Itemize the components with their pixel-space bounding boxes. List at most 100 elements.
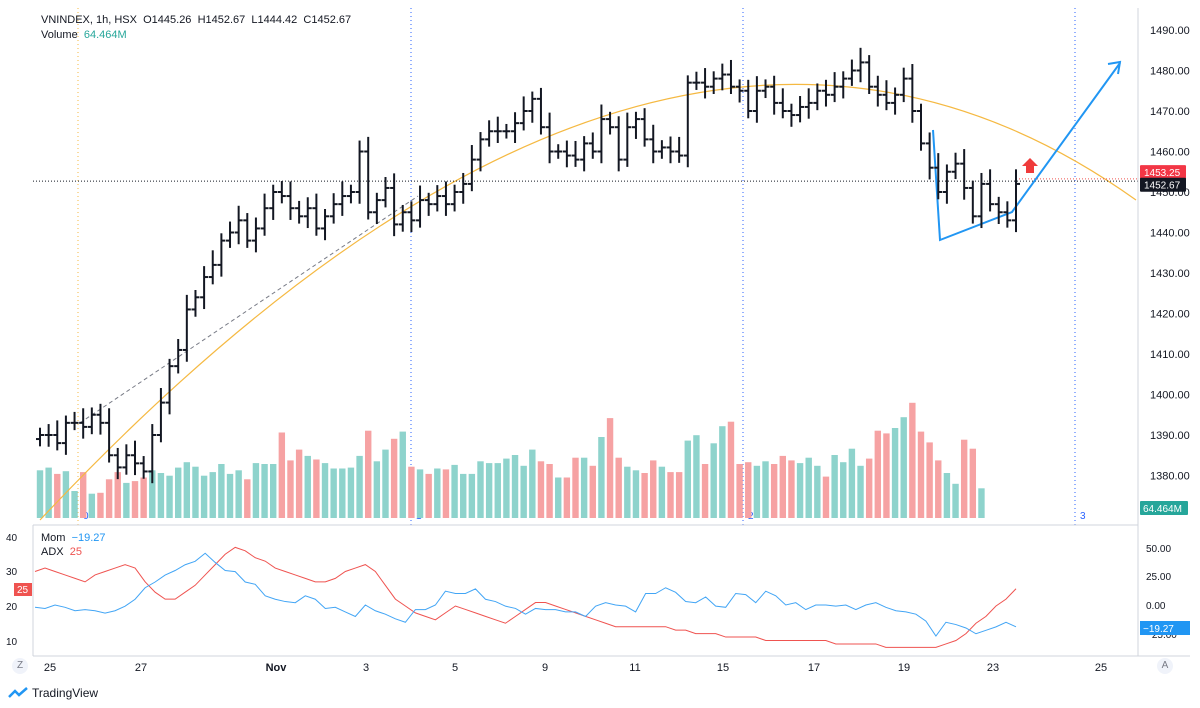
ohlc-bar [346, 184, 355, 204]
volume-bar [684, 440, 691, 518]
auto-scale-button[interactable]: A [1157, 658, 1173, 674]
ohlc-bar [234, 205, 243, 245]
ohlc-bar [131, 440, 140, 476]
ohlc-bar [61, 415, 70, 455]
volume-bar [295, 449, 303, 518]
volume-bar [166, 475, 173, 518]
ohlc-bar [286, 181, 295, 220]
volume-bar [226, 473, 234, 518]
volume-bar [287, 460, 294, 518]
volume-bar [235, 470, 242, 518]
ohlc-bar [873, 75, 882, 107]
volume-bar [520, 465, 527, 518]
ohlc-bar [571, 140, 580, 167]
time-tick-label: 17 [808, 662, 820, 674]
ohlc-bar [545, 112, 554, 164]
volume-bar [442, 469, 450, 518]
ohlc-bar [338, 181, 347, 216]
volume-bar [261, 464, 268, 518]
volume-bar [693, 435, 700, 518]
volume-bar [209, 472, 216, 518]
volume-bar [978, 488, 985, 518]
volume-bar [425, 473, 432, 518]
volume-bar [572, 457, 579, 518]
ohlc-bar [96, 403, 105, 435]
ohlc-bar [165, 358, 174, 415]
volume-bar [917, 431, 925, 518]
legend-header: VNINDEX, 1h, HSX O1445.26 H1452.67 L1444… [41, 14, 351, 26]
ohlc-bar [260, 193, 269, 236]
ohlc-bar [493, 116, 502, 143]
price-tick-label: 1410.00 [1150, 349, 1190, 361]
adx-badge: 25 [17, 585, 29, 596]
volume-bar [857, 465, 864, 518]
volume-bar [969, 448, 977, 518]
volume-bar [114, 472, 121, 518]
volume-bar [667, 472, 674, 518]
ohlc-bar [847, 59, 856, 86]
ohlc-bar [657, 140, 666, 159]
volume-bar [347, 467, 355, 518]
volume-bar [658, 466, 666, 518]
volume-bar [477, 461, 484, 518]
right-axis-tick: 0.00 [1146, 601, 1166, 612]
volume-bar [54, 473, 61, 518]
right-axis-tick: 50.00 [1146, 544, 1171, 555]
ohlc-bar [942, 164, 951, 204]
tradingview-logo-icon [8, 687, 28, 698]
symbol-label: VNINDEX, 1h, HSX [41, 14, 137, 26]
volume-bar [555, 477, 562, 518]
volume-bar [157, 473, 165, 518]
mom-badge: −19.27 [1143, 624, 1174, 635]
ohlc-bar [623, 112, 632, 167]
volume-bar [632, 470, 640, 518]
ohlc-bar [960, 149, 969, 200]
price-tick-label: 1430.00 [1150, 268, 1190, 280]
ohlc-bar [778, 88, 787, 119]
zoom-reset-button[interactable]: Z [12, 658, 28, 674]
volume-bar [943, 473, 951, 518]
adx-value: 25 [69, 546, 82, 558]
volume-bar [356, 455, 363, 518]
alert-price-badge: 1453.25 [1144, 168, 1181, 179]
volume-bar [960, 439, 968, 518]
volume-bar [796, 463, 804, 518]
ohlc-bar [796, 96, 805, 123]
ohlc-bar [536, 87, 545, 135]
price-tick-label: 1390.00 [1150, 430, 1190, 442]
ohlc-bar [226, 221, 235, 248]
low-value: L1444.42 [251, 14, 298, 26]
ohlc-bar [1003, 201, 1012, 228]
ohlc-bar [934, 153, 943, 200]
ohlc-bar [156, 388, 165, 443]
volume-bar [624, 466, 631, 518]
volume-bar [71, 491, 78, 518]
volume-bar [123, 482, 130, 518]
mom-legend: Mom −19.27 [41, 532, 106, 544]
tradingview-logo: TradingView [8, 686, 98, 700]
ohlc-bar [683, 75, 692, 168]
volume-bar [174, 467, 182, 518]
ohlc-bar [588, 132, 597, 159]
ohlc-bar [856, 47, 865, 83]
ohlc-bar [994, 196, 1003, 224]
ohlc-bar [709, 71, 718, 94]
ohlc-bar [36, 427, 44, 447]
volume-bar [244, 479, 251, 518]
last-price-badge-bg [1140, 177, 1186, 192]
ohlc-bar [968, 180, 977, 224]
price-tick-label: 1490.00 [1150, 25, 1190, 37]
up-arrow-icon [1022, 158, 1038, 173]
price-tick-label: 1440.00 [1150, 228, 1190, 240]
ohlc-bar [614, 116, 623, 172]
ohlc-bar [839, 71, 848, 99]
ohlc-bar [649, 124, 658, 164]
volume-bar [529, 449, 536, 518]
ohlc-bar [174, 339, 183, 374]
volume-bar [537, 461, 545, 518]
volume-bar [727, 421, 735, 518]
volume-bar [891, 428, 899, 518]
indicator-lines [34, 546, 1017, 648]
volume-bar [900, 417, 907, 518]
